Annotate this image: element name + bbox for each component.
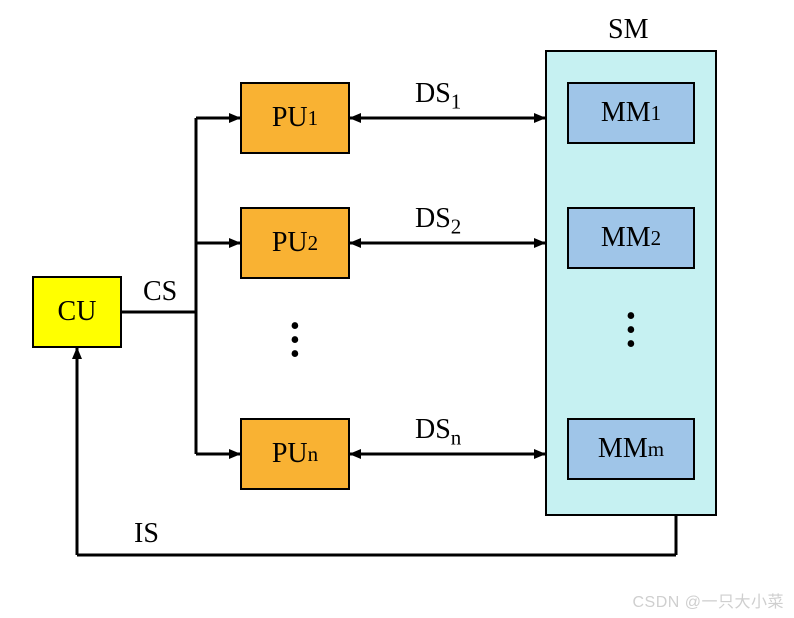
dsn-label: DSn	[415, 414, 461, 451]
pun-box: PUn	[240, 418, 350, 490]
watermark: CSDN @一只大小菜	[632, 588, 784, 612]
is-label: IS	[134, 518, 159, 550]
pu2-box: PU2	[240, 207, 350, 279]
mm2-box: MM2	[567, 207, 695, 269]
cu-box: CU	[32, 276, 122, 348]
pu1-box: PU1	[240, 82, 350, 154]
mmm-box: MMm	[567, 418, 695, 480]
sm-label: SM	[608, 14, 648, 46]
mm1-box: MM1	[567, 82, 695, 144]
ds1-label: DS1	[415, 78, 461, 115]
cs-label: CS	[143, 276, 177, 308]
pu-ellipsis: •••	[290, 320, 300, 362]
ds2-label: DS2	[415, 203, 461, 240]
mm-ellipsis: •••	[626, 310, 636, 352]
